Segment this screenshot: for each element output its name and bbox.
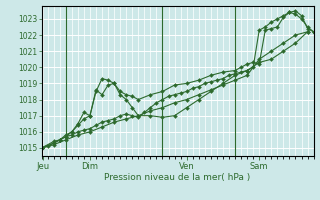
X-axis label: Pression niveau de la mer( hPa ): Pression niveau de la mer( hPa ) xyxy=(104,173,251,182)
